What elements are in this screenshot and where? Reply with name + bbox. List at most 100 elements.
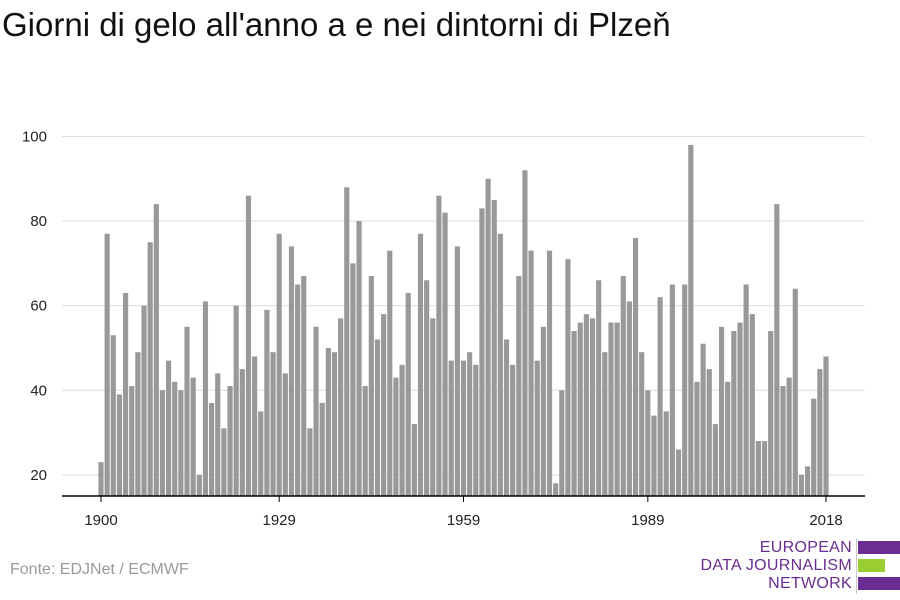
bar-1978 bbox=[577, 322, 583, 496]
bar-1950 bbox=[405, 292, 411, 496]
bar-1996 bbox=[688, 144, 694, 496]
bar-1940 bbox=[344, 187, 350, 496]
bar-1964 bbox=[491, 199, 497, 496]
bar-2013 bbox=[792, 288, 798, 496]
bar-1942 bbox=[356, 221, 362, 496]
bar-1958 bbox=[454, 246, 460, 496]
bar-1912 bbox=[172, 381, 178, 496]
bar-2007 bbox=[755, 441, 761, 496]
x-tick-label-1929: 1929 bbox=[262, 512, 295, 529]
bar-1987 bbox=[632, 237, 639, 497]
bar-1989 bbox=[645, 390, 651, 496]
bar-1973 bbox=[546, 250, 553, 496]
bar-1985 bbox=[620, 276, 626, 496]
bar-1908 bbox=[147, 242, 153, 496]
bar-1954 bbox=[430, 318, 436, 496]
bar-1907 bbox=[141, 305, 147, 496]
bar-1977 bbox=[571, 331, 577, 496]
bar-1961 bbox=[473, 364, 479, 496]
bar-1970 bbox=[528, 250, 534, 496]
source-note: Fonte: EDJNet / ECMWF bbox=[10, 561, 189, 578]
logo-line-european: EUROPEAN bbox=[759, 539, 852, 556]
bar-1915 bbox=[190, 377, 196, 496]
bar-1901 bbox=[104, 233, 110, 496]
bar-2011 bbox=[780, 386, 786, 496]
bar-1900 bbox=[98, 462, 104, 496]
bar-1992 bbox=[663, 411, 669, 496]
bar-series bbox=[98, 144, 829, 497]
bar-1971 bbox=[534, 360, 540, 496]
bar-2004 bbox=[737, 322, 743, 496]
bar-1986 bbox=[626, 301, 632, 496]
bar-1934 bbox=[307, 428, 313, 496]
bar-1921 bbox=[227, 386, 233, 496]
bar-1976 bbox=[565, 259, 571, 496]
bar-1929 bbox=[276, 233, 282, 496]
logo-bar-middle bbox=[858, 559, 885, 572]
bar-1945 bbox=[374, 339, 381, 496]
bar-2015 bbox=[804, 466, 811, 496]
bar-1948 bbox=[393, 377, 399, 496]
bar-2006 bbox=[749, 314, 755, 496]
x-tick-label-2018: 2018 bbox=[809, 512, 842, 529]
bar-1984 bbox=[614, 322, 620, 496]
bar-1994 bbox=[675, 449, 682, 496]
bar-2009 bbox=[768, 331, 774, 496]
bar-1902 bbox=[110, 335, 116, 496]
bar-1968 bbox=[516, 276, 522, 496]
bar-1963 bbox=[485, 178, 491, 497]
bar-1995 bbox=[682, 284, 688, 496]
bar-2014 bbox=[798, 474, 805, 496]
bar-2000 bbox=[712, 424, 718, 496]
bar-1949 bbox=[399, 364, 405, 496]
bar-1933 bbox=[301, 276, 307, 496]
bar-1930 bbox=[282, 373, 288, 496]
bar-1965 bbox=[497, 233, 503, 496]
logo-divider bbox=[856, 538, 857, 594]
logo-line-data-journalism: DATA JOURNALISM bbox=[700, 557, 852, 574]
bar-2012 bbox=[786, 377, 792, 496]
bar-2017 bbox=[817, 369, 823, 496]
bar-2008 bbox=[761, 441, 768, 496]
x-tick-label-1989: 1989 bbox=[631, 512, 664, 529]
bar-1923 bbox=[239, 369, 245, 496]
bar-1922 bbox=[233, 305, 239, 496]
bar-1909 bbox=[153, 204, 159, 496]
bar-1928 bbox=[270, 352, 276, 496]
x-tick-label-1959: 1959 bbox=[447, 512, 480, 529]
bar-1988 bbox=[639, 352, 645, 496]
bar-1944 bbox=[368, 276, 374, 496]
bar-1906 bbox=[135, 352, 141, 496]
bar-1991 bbox=[657, 297, 663, 496]
bar-1927 bbox=[264, 309, 270, 496]
bar-1947 bbox=[387, 250, 393, 496]
logo-bar-top bbox=[858, 541, 900, 554]
bar-1918 bbox=[209, 402, 215, 496]
bar-1981 bbox=[596, 280, 602, 496]
bar-1925 bbox=[252, 356, 258, 496]
bar-2002 bbox=[725, 381, 731, 496]
bar-1962 bbox=[479, 208, 485, 497]
bar-1952 bbox=[417, 233, 424, 496]
bar-1935 bbox=[313, 326, 319, 496]
bar-1941 bbox=[350, 263, 356, 496]
chart-title: Giorni di gelo all'anno a e nei dintorni… bbox=[2, 6, 671, 43]
bar-1957 bbox=[448, 360, 454, 496]
bar-1972 bbox=[540, 326, 546, 496]
bar-1998 bbox=[700, 343, 706, 496]
bar-1943 bbox=[362, 386, 368, 496]
y-tick-label-20: 20 bbox=[30, 467, 47, 484]
bar-1982 bbox=[602, 352, 608, 496]
bar-1937 bbox=[325, 347, 331, 496]
x-tick-label-1900: 1900 bbox=[84, 512, 117, 529]
bar-2018 bbox=[823, 356, 829, 496]
bar-1975 bbox=[559, 390, 565, 496]
bar-1914 bbox=[184, 326, 190, 496]
bar-1955 bbox=[436, 195, 442, 496]
logo-bar-bottom bbox=[858, 577, 900, 590]
bar-1946 bbox=[381, 314, 387, 496]
bar-1936 bbox=[319, 402, 325, 496]
bar-1920 bbox=[221, 428, 227, 496]
bar-1966 bbox=[503, 339, 510, 496]
bar-1969 bbox=[522, 170, 528, 497]
